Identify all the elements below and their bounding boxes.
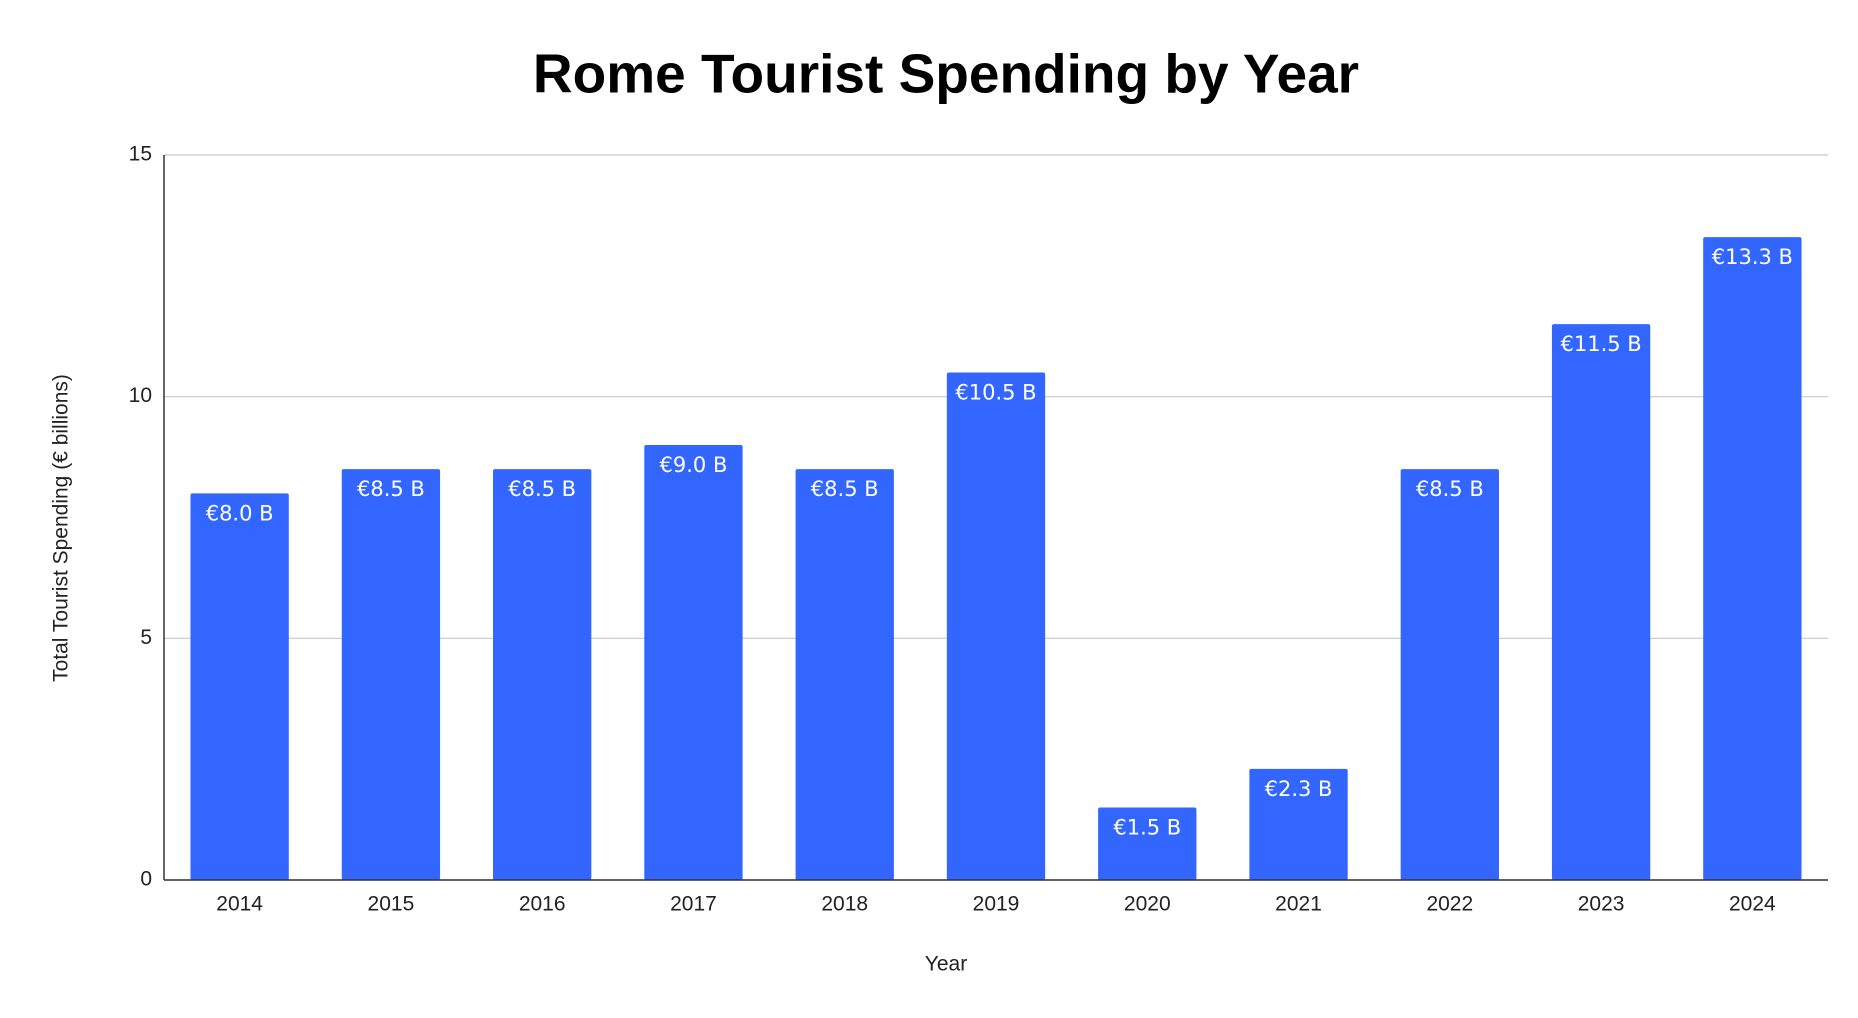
x-tick-label: 2024: [1729, 893, 1776, 916]
bar: [644, 445, 743, 880]
data-label: €8.5 B: [811, 477, 879, 501]
x-tick-label: 2018: [821, 893, 868, 916]
bar: [1551, 324, 1651, 881]
chart-title: Rome Tourist Spending by Year: [533, 43, 1359, 105]
data-label: €9.0 B: [660, 453, 728, 477]
data-label: €1.5 B: [1113, 816, 1181, 840]
y-axis-label: Total Tourist Spending (€ billions): [50, 374, 73, 682]
y-tick-label: 15: [129, 143, 152, 166]
x-tick-label: 2023: [1578, 893, 1625, 916]
x-tick-label: 2015: [368, 893, 415, 916]
data-label: €2.3 B: [1265, 777, 1333, 801]
bar: [1098, 807, 1197, 880]
bar: [1249, 768, 1348, 880]
data-label: €8.5 B: [357, 477, 425, 501]
data-label: €8.0 B: [206, 501, 274, 525]
bar: [946, 372, 1046, 880]
bar: [1703, 237, 1802, 880]
x-tick-label: 2022: [1426, 893, 1473, 916]
data-label: €11.5 B: [1560, 332, 1641, 356]
bar: [341, 469, 441, 880]
bar: [1400, 469, 1499, 880]
data-label: €13.3 B: [1712, 245, 1793, 269]
x-tick-label: 2017: [670, 893, 717, 916]
x-tick-label: 2016: [519, 893, 566, 916]
data-label: €10.5 B: [955, 381, 1036, 405]
y-tick-label: 5: [140, 626, 152, 649]
bar: [795, 469, 894, 880]
y-tick-label: 10: [129, 384, 152, 407]
x-tick-label: 2019: [973, 893, 1020, 916]
data-label: €8.5 B: [508, 477, 576, 501]
x-tick-label: 2020: [1124, 893, 1171, 916]
bar: [190, 493, 289, 880]
x-tick-label: 2021: [1275, 893, 1322, 916]
bar: [493, 469, 592, 880]
x-tick-label: 2014: [216, 893, 263, 916]
data-label: €8.5 B: [1416, 477, 1484, 501]
x-axis-label: Year: [925, 953, 967, 976]
y-tick-label: 0: [140, 868, 152, 891]
